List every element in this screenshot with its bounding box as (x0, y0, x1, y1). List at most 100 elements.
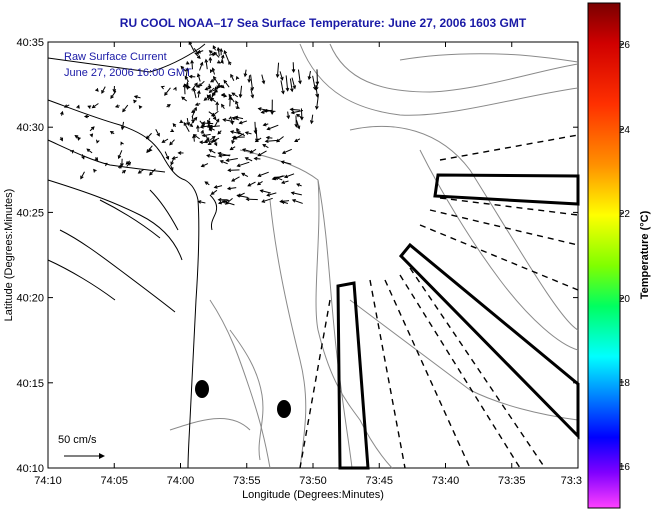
current-vector (201, 163, 209, 167)
current-vector-head (262, 144, 267, 148)
current-vector-head (230, 73, 234, 78)
map-frame (47, 41, 579, 469)
current-vector (211, 189, 218, 195)
current-vector-head (281, 180, 286, 185)
colorbar-tick-label: 16 (619, 462, 631, 473)
current-vector (291, 192, 302, 196)
current-vector-head (189, 123, 194, 128)
current-vector (228, 94, 235, 103)
current-vector-head (194, 102, 199, 107)
y-tick-label: 40:15 (16, 378, 44, 390)
current-vector-head (137, 170, 142, 174)
current-vector-head (90, 126, 95, 131)
current-vector (291, 109, 304, 114)
x-tick-label: 74:05 (100, 475, 128, 487)
current-vector-head (291, 68, 296, 73)
current-vector-head (220, 84, 225, 89)
current-vector-head (74, 135, 79, 139)
current-vector (276, 136, 284, 143)
current-vector (222, 200, 235, 206)
current-vector-head (195, 51, 199, 56)
current-vector-head (81, 155, 85, 160)
colorbar-tick-label: 20 (619, 294, 631, 305)
current-vector (276, 62, 280, 77)
current-vector (242, 148, 253, 153)
current-vector-head (122, 169, 127, 174)
current-vector-head (212, 116, 217, 121)
current-vector-head (235, 100, 239, 105)
current-vector (297, 69, 301, 84)
map-title: RU COOL NOAA–17 Sea Surface Temperature:… (120, 16, 527, 30)
current-vector (200, 124, 213, 128)
current-vector-head (217, 197, 222, 202)
colorbar-tick-label: 18 (619, 378, 631, 389)
current-vector (194, 52, 201, 59)
current-vector (292, 199, 303, 204)
current-vector-head (222, 118, 227, 122)
current-vector-head (228, 93, 233, 98)
current-vector-head (220, 92, 225, 97)
current-vector-head (201, 121, 206, 125)
current-vector-head (208, 149, 213, 153)
current-vector-head (192, 134, 197, 138)
current-vector (281, 161, 292, 165)
current-vector-head (298, 80, 302, 85)
current-vector (280, 200, 290, 203)
current-vector-head (200, 163, 205, 168)
current-vector (261, 74, 265, 84)
current-vector (80, 171, 85, 179)
current-vector-head (231, 116, 236, 121)
current-vector-head (204, 181, 209, 185)
colorbar-tick-label: 26 (619, 40, 631, 51)
current-vector (231, 176, 240, 182)
current-vector-head (210, 97, 215, 102)
current-vector-head (236, 105, 241, 110)
current-vector-head (213, 142, 218, 147)
current-vector-head (205, 137, 210, 142)
current-vector (92, 103, 99, 109)
current-vector-head (60, 110, 64, 115)
current-vector-head (217, 151, 222, 156)
current-vector (188, 41, 195, 52)
current-vector (262, 197, 273, 203)
current-vector-head (125, 161, 130, 165)
current-vector-head (309, 120, 314, 125)
x-tick-label: 73:35 (498, 475, 526, 487)
current-vector-head (283, 174, 288, 179)
current-vector-head (169, 167, 174, 172)
current-vector-head (166, 104, 171, 108)
current-vector (220, 55, 224, 63)
current-vector (186, 117, 189, 126)
current-vector (209, 87, 215, 93)
current-vector-head (112, 88, 117, 93)
current-vector-head (101, 90, 105, 94)
current-vector (162, 138, 169, 143)
current-vector-head (87, 105, 92, 109)
current-vector (212, 110, 219, 117)
current-vector-head (315, 93, 319, 98)
current-vector-head (250, 94, 255, 99)
current-vector (231, 92, 239, 98)
current-vector-head (228, 60, 232, 65)
current-vector-head (95, 88, 99, 92)
current-vector-head (184, 84, 189, 89)
current-vector-head (160, 85, 165, 90)
current-vector-head (229, 130, 234, 134)
current-vector-head (210, 78, 214, 83)
current-vector-head (208, 89, 213, 94)
current-vector-head (292, 85, 297, 90)
current-vector-head (274, 176, 279, 180)
current-vector-head (169, 141, 173, 146)
current-vector-head (183, 121, 188, 126)
current-vector-head (117, 155, 122, 160)
current-vector (284, 173, 295, 178)
current-vector-head (145, 135, 150, 140)
current-vector-head (215, 118, 220, 123)
current-vector-head (133, 95, 138, 99)
current-vector (250, 88, 254, 98)
current-vector (197, 73, 201, 82)
current-vector (247, 181, 256, 187)
current-vector-head (211, 138, 216, 143)
current-vector-head (238, 120, 243, 125)
current-vector (273, 175, 285, 180)
